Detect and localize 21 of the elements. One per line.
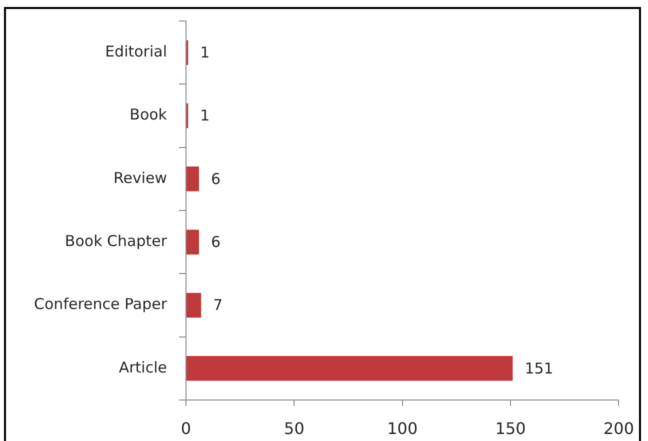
y-tick-label: Book Chapter bbox=[64, 232, 168, 250]
data-label: 1 bbox=[200, 43, 210, 62]
y-tick-label: Editorial bbox=[105, 42, 167, 60]
x-tick-label: 50 bbox=[284, 418, 304, 438]
data-label: 151 bbox=[524, 359, 554, 378]
data-label: 6 bbox=[210, 232, 221, 251]
x-tick-label: 0 bbox=[180, 418, 192, 438]
y-tick-label: Conference Paper bbox=[34, 295, 168, 314]
y-tick-label: Book bbox=[130, 106, 168, 124]
bar bbox=[186, 166, 199, 192]
x-tick-label: 200 bbox=[603, 418, 634, 438]
bar bbox=[186, 356, 513, 381]
y-tick-label: Article bbox=[118, 358, 167, 376]
bar bbox=[186, 292, 202, 318]
data-label: 7 bbox=[213, 296, 223, 314]
data-label: 1 bbox=[200, 106, 210, 125]
x-tick-label: 100 bbox=[387, 418, 418, 438]
y-tick-label: Review bbox=[113, 168, 167, 187]
bar bbox=[186, 230, 199, 254]
data-label: 6 bbox=[210, 170, 221, 188]
x-tick-label: 150 bbox=[495, 418, 526, 438]
